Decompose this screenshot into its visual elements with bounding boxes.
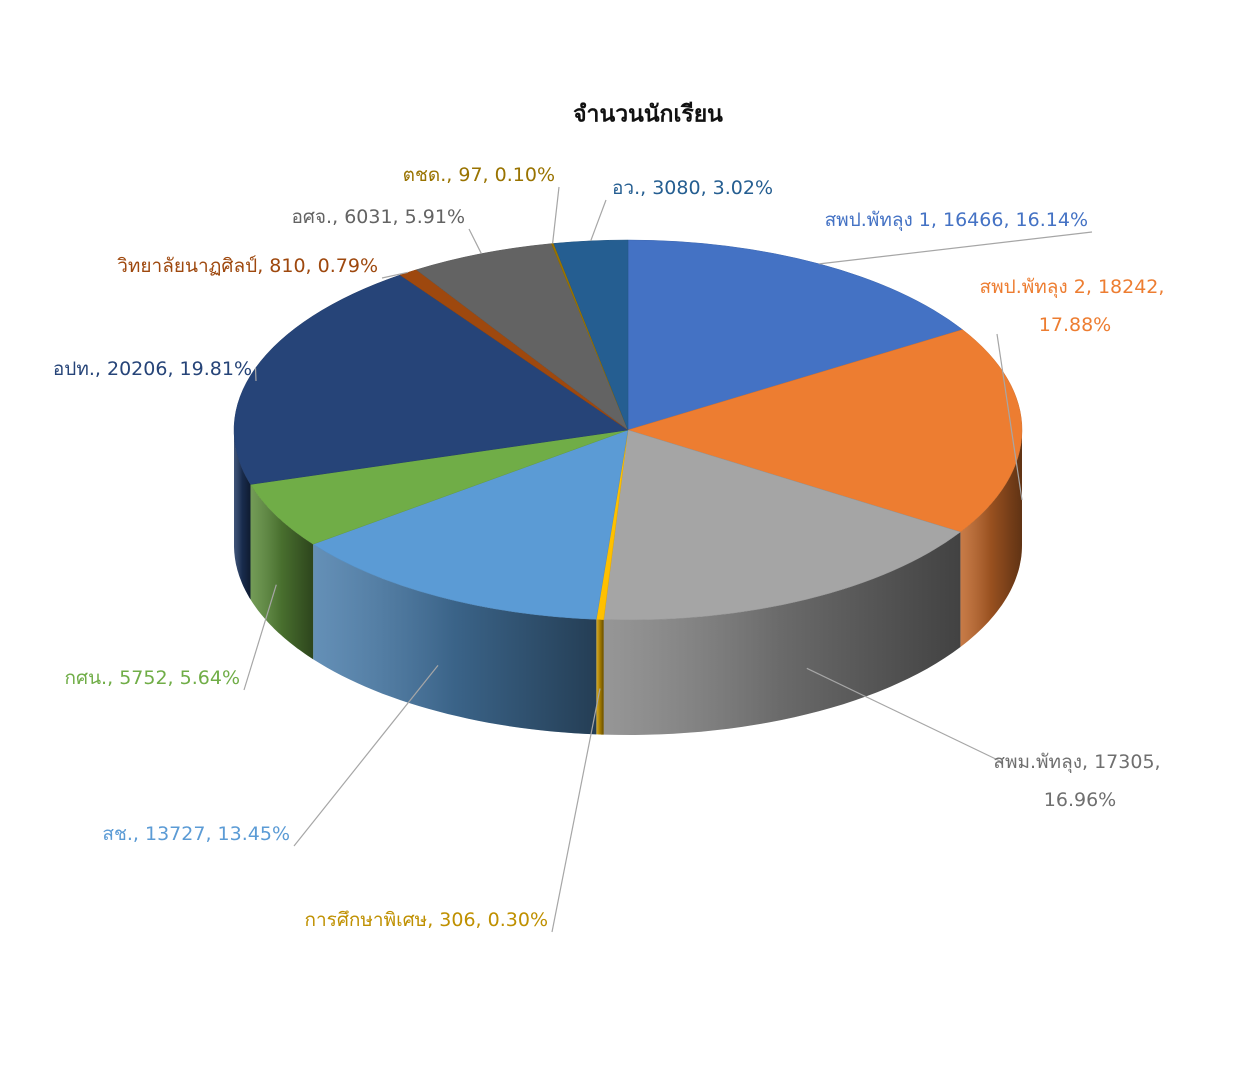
label-value: 5752 (119, 667, 167, 689)
label-separator: , (133, 823, 145, 845)
label-percent: 3.02% (713, 177, 773, 199)
label-percent: 17.88% (1039, 314, 1111, 336)
label-value: 97 (458, 164, 482, 186)
label-value: 20206 (107, 358, 167, 380)
label-separator: , (167, 358, 179, 380)
leader-line (468, 228, 482, 254)
data-label: ตชด., 97, 0.10% (403, 164, 555, 186)
data-label: สพม.พัทลุง, 17305, 16.96% (993, 751, 1166, 811)
leader-line (996, 333, 1023, 501)
label-category: อศจ. (291, 206, 332, 228)
label-separator: , (1003, 209, 1015, 231)
label-separator: , (640, 177, 652, 199)
slice-side-shade (234, 430, 251, 600)
data-label: สช., 13727, 13.45% (102, 823, 290, 845)
slice-side-shade (960, 430, 1022, 647)
label-separator: , (95, 358, 107, 380)
label-percent: 0.79% (318, 255, 378, 277)
label-separator: , (168, 667, 180, 689)
label-percent: 16.14% (1016, 209, 1088, 231)
label-percent: 19.81% (180, 358, 252, 380)
leader-line (243, 584, 277, 691)
label-category: สพม.พัทลุง (993, 751, 1082, 774)
label-separator: , (257, 255, 269, 277)
label-separator: , (931, 209, 943, 231)
data-label: วิทยาลัยนาฏศิลป์, 810, 0.79% (117, 255, 378, 277)
label-separator: , (483, 164, 495, 186)
label-category: สช. (102, 823, 133, 845)
label-percent: 16.96% (1044, 789, 1116, 811)
leader-line (590, 199, 607, 242)
slice-side-shade (250, 484, 314, 660)
label-value: 17305 (1094, 751, 1154, 773)
pie-slice (603, 429, 961, 621)
slice-side-shade (596, 619, 604, 735)
data-label: อว., 3080, 3.02% (612, 177, 773, 199)
leader-line (551, 688, 601, 933)
label-value: 6031 (344, 206, 392, 228)
label-separator: , (1158, 276, 1170, 298)
label-separator: , (476, 909, 488, 931)
label-category: ตชด. (403, 164, 447, 186)
label-percent: 5.91% (405, 206, 465, 228)
pie-slice (312, 429, 629, 620)
data-label: สพป.พัทลุง 2, 18242, 17.88% (980, 276, 1171, 336)
label-separator: , (1082, 751, 1094, 773)
label-value: 13727 (145, 823, 205, 845)
slice-side-shade (603, 532, 961, 735)
leader-line (806, 667, 1003, 763)
label-separator: , (306, 255, 318, 277)
leader-line (819, 231, 1093, 265)
leader-line (254, 368, 257, 382)
label-category: การศึกษาพิเศษ (304, 909, 427, 931)
label-separator: , (205, 823, 217, 845)
label-percent: 5.64% (180, 667, 240, 689)
label-category: วิทยาลัยนาฏศิลป์ (117, 255, 257, 277)
label-separator: , (1086, 276, 1098, 298)
data-label: การศึกษาพิเศษ, 306, 0.30% (304, 909, 548, 931)
label-category: อปท. (53, 358, 95, 380)
label-percent: 0.10% (495, 164, 555, 186)
label-separator: , (107, 667, 119, 689)
leader-line (381, 271, 409, 279)
label-category: สพป.พัทลุง 1 (825, 209, 931, 232)
data-label: กศน., 5752, 5.64% (65, 667, 241, 689)
slice-side-shade (313, 544, 597, 735)
label-separator: , (332, 206, 344, 228)
pie-slice (627, 239, 964, 431)
label-value: 3080 (652, 177, 700, 199)
data-label: อปท., 20206, 19.81% (53, 358, 252, 380)
label-value: 16466 (943, 209, 1003, 231)
label-value: 810 (269, 255, 305, 277)
leader-line (552, 186, 560, 244)
leader-line (293, 665, 439, 847)
label-value: 306 (439, 909, 475, 931)
pie-slice (250, 429, 629, 545)
label-category: สพป.พัทลุง 2 (980, 276, 1086, 299)
chart-title: จำนวนนักเรียน (573, 102, 723, 128)
label-separator: , (393, 206, 405, 228)
data-label: อศจ., 6031, 5.91% (291, 206, 465, 228)
pie-slice (627, 329, 1023, 533)
label-separator: , (427, 909, 439, 931)
label-category: กศน. (65, 667, 108, 689)
pie-sides (234, 430, 1022, 735)
label-category: อว. (612, 177, 640, 199)
label-value: 18242 (1098, 276, 1158, 298)
data-label: สพป.พัทลุง 1, 16466, 16.14% (825, 209, 1088, 232)
label-percent: 0.30% (488, 909, 548, 931)
label-percent: 13.45% (218, 823, 290, 845)
label-separator: , (1155, 751, 1167, 773)
label-separator: , (446, 164, 458, 186)
label-separator: , (701, 177, 713, 199)
